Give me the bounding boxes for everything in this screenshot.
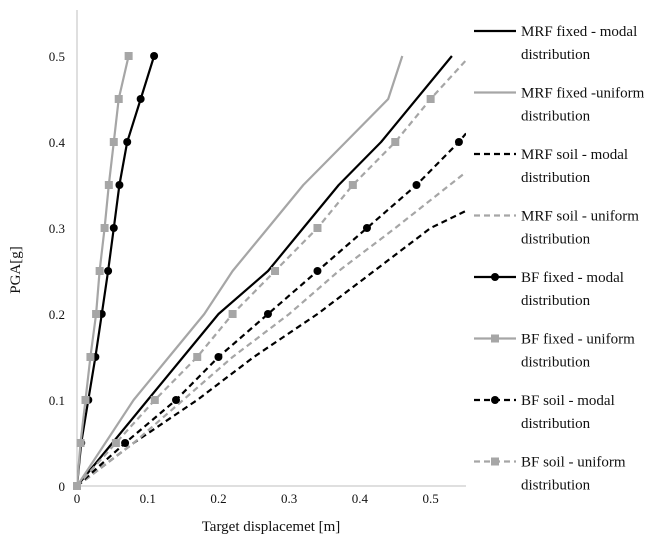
legend-marker <box>491 457 499 466</box>
data-point <box>271 267 280 275</box>
x-tick-label: 0.2 <box>210 491 226 506</box>
data-point <box>136 95 145 103</box>
legend-label: distribution <box>521 478 591 494</box>
legend-label: distribution <box>521 293 591 309</box>
legend-entry: BF soil - modal distribution <box>474 393 615 432</box>
legend-entry: MRF soil - modal distribution <box>474 147 628 186</box>
data-point <box>214 353 223 361</box>
series-line-7 <box>77 132 466 487</box>
markers-group <box>73 52 463 490</box>
data-point <box>100 224 109 232</box>
legend-label: BF soil - uniform <box>521 455 626 471</box>
legend-label: distribution <box>521 232 591 248</box>
data-point <box>114 95 123 103</box>
data-point <box>172 396 181 404</box>
data-point <box>150 52 159 60</box>
data-point <box>123 138 132 146</box>
x-tick-label: 0 <box>74 491 81 506</box>
legend-label: MRF soil - uniform <box>521 209 639 225</box>
data-point <box>412 181 421 189</box>
data-point <box>73 482 81 490</box>
x-tick-label: 0.5 <box>423 491 439 506</box>
series-line-3 <box>77 209 466 487</box>
y-tick-label: 0.4 <box>49 135 66 150</box>
y-tick-label: 0 <box>59 479 66 494</box>
series-line-2 <box>77 55 404 487</box>
data-point <box>228 310 237 318</box>
legend-label: distribution <box>521 416 591 432</box>
data-point <box>76 439 85 447</box>
y-tick-label: 0.3 <box>49 221 65 236</box>
y-axis-label: PGA[g] <box>8 246 24 294</box>
legend-marker <box>491 334 499 343</box>
legend-entry: MRF soil - uniform distribution <box>474 209 639 248</box>
axes: 0 0.1 0.2 0.3 0.4 0.5 0 0.1 0.2 0.3 0.4 0.5 <box>49 10 466 506</box>
legend-label: BF fixed - uniform <box>521 332 635 348</box>
y-tick-label: 0.5 <box>49 49 65 64</box>
data-point <box>121 439 130 447</box>
legend-label: distribution <box>521 170 591 186</box>
data-point <box>313 267 322 275</box>
data-point <box>313 224 322 232</box>
data-point <box>109 224 118 232</box>
data-point <box>104 181 113 189</box>
legend-label: distribution <box>521 47 591 63</box>
legend-marker <box>491 273 499 281</box>
data-point <box>95 267 104 275</box>
legend-label: MRF fixed -uniform <box>521 86 645 102</box>
data-point <box>362 224 371 232</box>
x-axis-label: Target displacemet [m] <box>202 519 341 535</box>
data-point <box>348 181 357 189</box>
data-point <box>115 181 124 189</box>
data-point <box>193 353 202 361</box>
data-point <box>109 138 118 146</box>
legend-entry: MRF fixed -uniform distribution <box>474 86 645 125</box>
legend-label: MRF soil - modal <box>521 147 628 163</box>
data-point <box>150 396 159 404</box>
legend-label: distribution <box>521 109 591 125</box>
legend-label: BF soil - modal <box>521 393 615 409</box>
data-point <box>263 310 272 318</box>
x-tick-label: 0.3 <box>281 491 297 506</box>
y-tick-label: 0.2 <box>49 307 65 322</box>
series-line-4 <box>77 171 466 487</box>
y-tick-label: 0.1 <box>49 393 65 408</box>
legend-entry: BF fixed - uniform distribution <box>474 332 635 371</box>
data-point <box>454 138 463 146</box>
data-point <box>81 396 90 404</box>
legend-label: distribution <box>521 355 591 371</box>
data-point <box>104 267 113 275</box>
legend-marker <box>491 396 499 404</box>
data-point <box>391 138 400 146</box>
legend-label: BF fixed - modal <box>521 270 624 286</box>
x-tick-label: 0.1 <box>140 491 156 506</box>
data-point <box>111 439 120 447</box>
legend-label: MRF fixed - modal <box>521 24 637 40</box>
data-point <box>86 353 95 361</box>
data-point <box>124 52 133 60</box>
x-tick-label: 0.4 <box>352 491 369 506</box>
data-point <box>426 95 435 103</box>
legend-entry: MRF fixed - modal distribution <box>474 24 637 63</box>
series-line-1 <box>77 55 453 487</box>
legend-entry: BF fixed - modal distribution <box>474 270 624 309</box>
legend-entry: BF soil - uniform distribution <box>474 455 626 494</box>
data-point <box>92 310 101 318</box>
